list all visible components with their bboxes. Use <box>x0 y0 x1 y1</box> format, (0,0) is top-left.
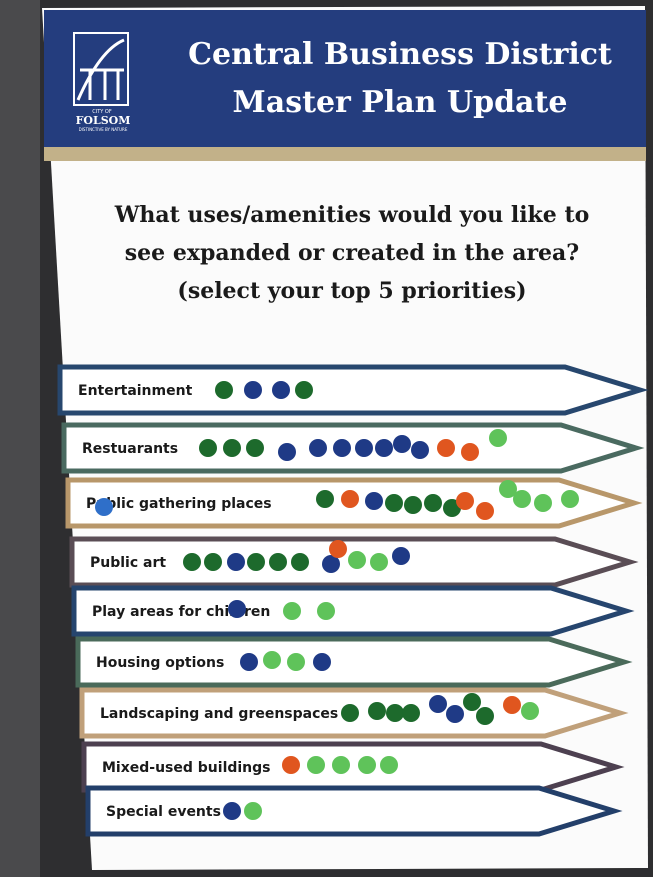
vote-dot <box>534 494 552 512</box>
vote-dot <box>228 600 246 618</box>
vote-dot <box>375 439 393 457</box>
question-line: What uses/amenities would you like to <box>114 202 590 228</box>
option-label: Housing options <box>96 655 224 671</box>
title-line: Central Business District <box>188 37 612 72</box>
vote-dot <box>365 492 383 510</box>
logo-frame <box>73 32 129 106</box>
vote-dot <box>561 490 579 508</box>
option-label: Entertainment <box>78 383 193 399</box>
vote-dot <box>95 498 113 516</box>
vote-dot <box>461 443 479 461</box>
option-label: Restuarants <box>82 441 178 457</box>
vote-dot <box>392 547 410 565</box>
vote-dot <box>223 439 241 457</box>
option-label: Special events <box>106 804 221 820</box>
vote-dot <box>307 756 325 774</box>
cabinet <box>0 0 40 877</box>
option-label: Mixed-used buildings <box>102 760 271 776</box>
vote-dot <box>446 705 464 723</box>
vote-dot <box>313 653 331 671</box>
option-label: Landscaping and greenspaces <box>100 706 338 722</box>
option-arrow <box>57 364 649 416</box>
vote-dot <box>332 756 350 774</box>
vote-dot <box>244 381 262 399</box>
option-arrow <box>75 636 633 688</box>
vote-dot <box>513 490 531 508</box>
vote-dot <box>278 443 296 461</box>
vote-dot <box>437 439 455 457</box>
vote-dot <box>341 704 359 722</box>
vote-dot <box>341 490 359 508</box>
vote-dot <box>322 555 340 573</box>
vote-dot <box>240 653 258 671</box>
vote-dot <box>333 439 351 457</box>
vote-dot <box>499 480 517 498</box>
vote-dot <box>317 602 335 620</box>
vote-dot <box>291 553 309 571</box>
vote-dot <box>411 441 429 459</box>
option-arrow <box>71 585 635 637</box>
vote-dot <box>246 439 264 457</box>
vote-dot <box>283 602 301 620</box>
vote-dot <box>358 756 376 774</box>
logo-bridge <box>76 38 125 101</box>
vote-dot <box>316 490 334 508</box>
title-line: Master Plan Update <box>233 85 568 120</box>
vote-dot <box>183 553 201 571</box>
vote-dot <box>404 496 422 514</box>
vote-dot <box>402 704 420 722</box>
vote-dot <box>386 704 404 722</box>
option-label: Public gathering places <box>86 496 272 512</box>
question-line: (select your top 5 priorities) <box>177 278 526 304</box>
logo-name: FOLSOM <box>76 114 131 127</box>
logo-city: CITY OF <box>92 109 112 115</box>
vote-dot <box>368 702 386 720</box>
vote-dot <box>380 756 398 774</box>
logo-tagline: DISTINCTIVE BY NATURE <box>79 127 128 132</box>
vote-dot <box>269 553 287 571</box>
header-stripe <box>44 147 646 161</box>
vote-dot <box>348 551 366 569</box>
vote-dot <box>355 439 373 457</box>
vote-dot <box>282 756 300 774</box>
vote-dot <box>489 429 507 447</box>
vote-dot <box>521 702 539 720</box>
vote-dot <box>424 494 442 512</box>
vote-dot <box>429 695 447 713</box>
header-band <box>44 10 646 147</box>
vote-dot <box>463 693 481 711</box>
vote-dot <box>295 381 313 399</box>
option-label: Public art <box>90 555 166 571</box>
vote-dot <box>456 492 474 510</box>
vote-dot <box>263 651 281 669</box>
vote-dot <box>393 435 411 453</box>
option-label: Play areas for children <box>92 604 270 620</box>
vote-dot <box>370 553 388 571</box>
vote-dot <box>385 494 403 512</box>
vote-dot <box>272 381 290 399</box>
vote-dot <box>309 439 327 457</box>
vote-dot <box>476 707 494 725</box>
vote-dot <box>199 439 217 457</box>
vote-dot <box>503 696 521 714</box>
question-line: see expanded or created in the area? <box>125 240 579 266</box>
vote-dot <box>215 381 233 399</box>
vote-dot <box>244 802 262 820</box>
vote-dot <box>227 553 245 571</box>
vote-dot <box>247 553 265 571</box>
option-rows: Entertainment Restuarants Public gathering… <box>57 364 649 837</box>
vote-dot <box>329 540 347 558</box>
option-arrow <box>85 785 623 837</box>
vote-dot <box>223 802 241 820</box>
vote-dot <box>204 553 222 571</box>
vote-dot <box>287 653 305 671</box>
option-arrow <box>81 741 625 793</box>
vote-dot <box>476 502 494 520</box>
